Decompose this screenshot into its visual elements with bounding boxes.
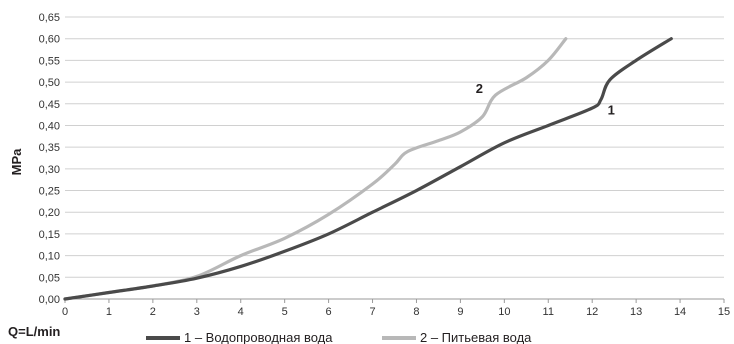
x-tick-label: 1	[106, 306, 112, 318]
x-tick-label: 2	[150, 306, 156, 318]
y-tick-label: 0,45	[39, 99, 60, 111]
y-tick-label: 0,15	[39, 229, 60, 241]
x-tick-labels: 0 1 2 3 4 5 6 7 8 9 10 11 12 13 14 15	[62, 299, 730, 318]
y-axis-label: MPa	[9, 148, 24, 176]
x-tick-label: 4	[238, 306, 244, 318]
y-tick-label: 0,00	[39, 294, 60, 306]
series-line-1	[63, 37, 673, 301]
y-tick-label: 0,60	[39, 34, 60, 46]
y-tick-label: 0,05	[39, 272, 60, 284]
y-tick-label: 0,50	[39, 77, 60, 89]
x-tick-label: 5	[282, 306, 288, 318]
series-lines	[63, 37, 673, 301]
x-tick-label: 8	[413, 306, 419, 318]
y-tick-label: 0,55	[39, 55, 60, 67]
y-tick-label: 0,20	[39, 207, 60, 219]
x-tick-label: 9	[457, 306, 463, 318]
x-tick-label: 10	[498, 306, 510, 318]
x-tick-label: 3	[194, 306, 200, 318]
y-tick-label: 0,65	[39, 12, 60, 24]
legend-label-series-1: 1 – Водопроводная вода	[184, 330, 333, 344]
grid-lines	[65, 16, 724, 278]
x-axis-label: Q=L/min	[8, 324, 60, 339]
x-tick-label: 7	[369, 306, 375, 318]
legend-label-series-2: 2 – Питьевая вода	[420, 330, 532, 344]
x-tick-label: 0	[62, 306, 68, 318]
y-tick-label: 0,10	[39, 251, 60, 263]
x-tick-label: 15	[718, 306, 730, 318]
curve-labels: 12	[476, 81, 615, 118]
x-tick-label: 11	[543, 306, 554, 318]
legend: 1 – Водопроводная вода 2 – Питьевая вода	[146, 330, 532, 344]
x-tick-label: 14	[674, 306, 686, 318]
curve-label-2: 2	[476, 81, 483, 96]
y-tick-labels: 0,00 0,05 0,10 0,15 0,20 0,25 0,30 0,35 0,40 0,45…	[39, 12, 60, 306]
x-tick-label: 6	[326, 306, 332, 318]
y-tick-label: 0,30	[39, 164, 60, 176]
x-tick-label: 12	[586, 306, 598, 318]
curve-label-1: 1	[608, 103, 615, 118]
x-tick-label: 13	[630, 306, 642, 318]
y-tick-label: 0,35	[39, 142, 60, 154]
y-tick-label: 0,40	[39, 120, 60, 132]
y-tick-label: 0,25	[39, 186, 60, 198]
